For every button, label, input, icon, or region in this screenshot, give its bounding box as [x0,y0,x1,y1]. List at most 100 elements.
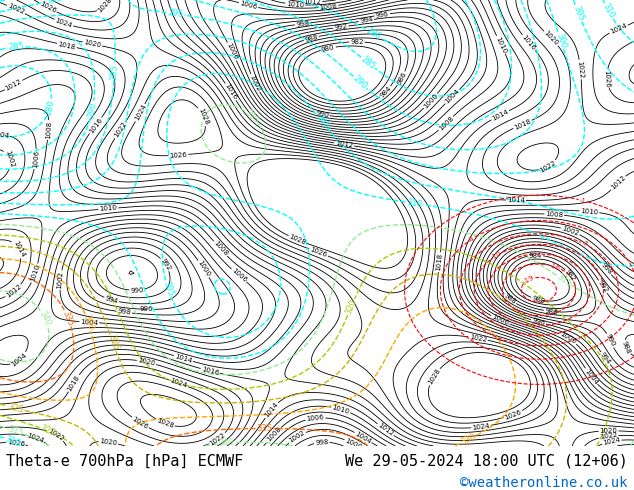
Text: 1004: 1004 [0,131,10,139]
Text: 1000: 1000 [559,331,578,345]
Text: 1008: 1008 [437,115,455,132]
Text: -16: -16 [548,262,561,271]
Text: 992: 992 [159,257,172,271]
Text: 1006: 1006 [225,42,238,61]
Text: 1026: 1026 [309,246,328,258]
Text: 1008: 1008 [319,3,338,11]
Text: 1000: 1000 [344,438,363,451]
Text: 310: 310 [601,2,616,20]
Text: 335: 335 [256,424,273,433]
Text: 998: 998 [315,439,329,446]
Text: 1012: 1012 [4,78,23,92]
Text: 305: 305 [313,112,330,130]
Text: 1006: 1006 [306,414,325,422]
Text: 1000: 1000 [422,92,439,109]
Text: 1016: 1016 [201,366,220,376]
Text: 280: 280 [44,98,56,117]
Text: 1004: 1004 [444,88,461,105]
Text: 320: 320 [344,298,358,316]
Text: -19: -19 [522,274,535,285]
Text: 1018: 1018 [513,118,532,131]
Text: 290: 290 [86,101,98,118]
Text: 986: 986 [545,308,559,315]
Text: 1024: 1024 [26,432,44,444]
Text: 1006: 1006 [239,0,258,10]
Text: 325: 325 [106,334,120,352]
Text: 982: 982 [350,39,363,45]
Text: 998: 998 [295,20,310,27]
Text: 1014: 1014 [491,108,510,122]
Text: 1020: 1020 [543,30,560,47]
Text: 290: 290 [351,74,369,91]
Text: 990: 990 [130,287,144,294]
Text: 1022: 1022 [46,427,65,442]
Text: 988: 988 [503,293,517,306]
Text: 1010: 1010 [99,205,117,213]
Text: 1028: 1028 [156,417,174,429]
Text: 1016: 1016 [87,117,103,134]
Text: 998: 998 [117,309,131,316]
Text: 1008: 1008 [45,121,52,139]
Text: 1012: 1012 [303,0,321,5]
Text: 1014: 1014 [507,197,525,203]
Text: 340: 340 [218,438,235,448]
Text: 988: 988 [304,33,318,43]
Text: 984: 984 [378,85,392,98]
Text: 1024: 1024 [133,103,147,122]
Text: -7: -7 [581,240,590,248]
Text: 994: 994 [104,295,119,305]
Text: -4: -4 [467,235,476,244]
Text: 1002: 1002 [561,225,579,237]
Text: 986: 986 [396,71,408,86]
Text: -13: -13 [529,322,541,329]
Text: 1028: 1028 [197,107,209,126]
Text: 990: 990 [315,110,329,119]
Text: 1022: 1022 [576,60,585,78]
Text: ©weatheronline.co.uk: ©weatheronline.co.uk [460,476,628,490]
Text: 1012: 1012 [609,174,626,191]
Text: 992: 992 [334,23,348,31]
Text: 1012: 1012 [377,422,394,438]
Text: 1022: 1022 [599,432,618,441]
Text: 310: 310 [4,434,22,448]
Text: 1002: 1002 [56,271,64,289]
Text: 1024: 1024 [55,17,73,29]
Text: 1010: 1010 [580,208,598,216]
Text: 320: 320 [39,423,57,438]
Text: 1024: 1024 [609,23,628,35]
Text: 1008: 1008 [212,240,229,257]
Text: 1018: 1018 [67,374,81,392]
Text: 1006: 1006 [491,314,510,326]
Text: 1016: 1016 [223,83,238,101]
Text: 315: 315 [555,272,573,288]
Text: 1008: 1008 [545,211,564,218]
Text: 1004: 1004 [583,368,599,385]
Text: 335: 335 [61,309,75,327]
Text: 305: 305 [161,280,175,298]
Text: We 29-05-2024 18:00 UTC (12+06): We 29-05-2024 18:00 UTC (12+06) [345,454,628,469]
Text: 1024: 1024 [602,437,621,446]
Text: 1010: 1010 [29,264,41,283]
Text: 310: 310 [406,197,423,209]
Text: 1006: 1006 [32,150,39,169]
Text: 980: 980 [531,295,546,304]
Text: 1028: 1028 [97,0,113,14]
Text: 996: 996 [139,306,153,312]
Text: 1024: 1024 [472,423,490,431]
Text: 340: 340 [37,309,53,327]
Text: 982: 982 [564,269,576,283]
Text: 315: 315 [7,424,25,438]
Text: 1004: 1004 [10,351,28,368]
Text: -10: -10 [491,250,503,261]
Text: 1022: 1022 [209,432,226,447]
Text: 1014: 1014 [12,240,25,258]
Text: 1014: 1014 [174,353,193,364]
Text: 1004: 1004 [80,318,98,326]
Text: 1020: 1020 [83,39,101,49]
Text: 1028: 1028 [427,368,441,386]
Text: 1012: 1012 [5,283,23,299]
Text: 1000: 1000 [197,260,211,278]
Text: 295: 295 [167,8,184,20]
Text: 1026: 1026 [131,416,150,430]
Text: 980: 980 [321,44,335,53]
